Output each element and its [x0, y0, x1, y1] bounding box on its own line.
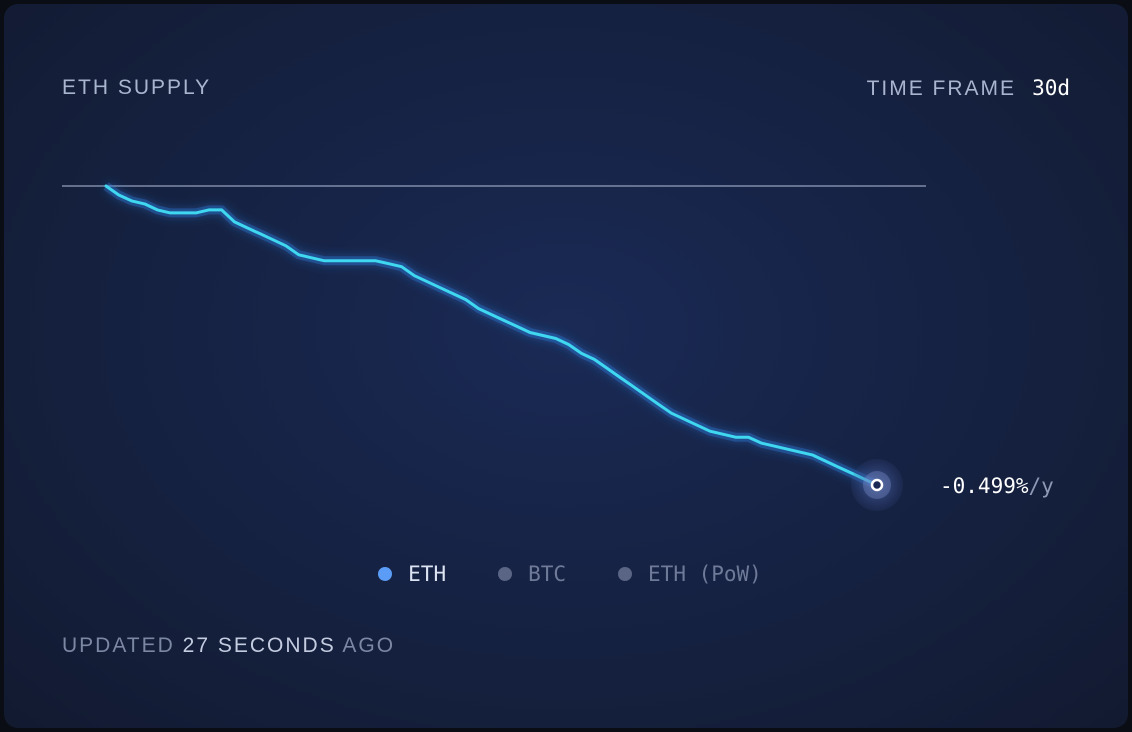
chart-title: ETH SUPPLY: [62, 76, 212, 99]
updated-unit: SECONDS: [217, 634, 336, 657]
eth-supply-line: [104, 184, 879, 487]
legend-dot-eth-pow: [618, 567, 633, 581]
rate-unit: /y: [1028, 474, 1054, 498]
legend-label-eth-pow: ETH (PoW): [648, 562, 762, 586]
time-frame-label: TIME FRAME: [866, 77, 1017, 100]
eth-supply-line-glow: [103, 182, 879, 490]
legend-item-eth-pow[interactable]: ETH (PoW): [618, 562, 762, 586]
updated-suffix: AGO: [342, 634, 396, 657]
updated-status: UPDATED 27 SECONDS AGO: [62, 634, 395, 658]
legend: ETH BTC ETH (PoW): [4, 562, 1128, 586]
time-frame-selector: TIME FRAME 30d: [867, 76, 1070, 101]
legend-dot-eth: [378, 567, 393, 581]
legend-label-btc: BTC: [528, 562, 567, 586]
supply-chart: [62, 182, 926, 511]
updated-prefix: UPDATED: [62, 634, 175, 657]
eth-supply-card: ETH SUPPLY TIME FRAME 30d: [4, 4, 1128, 728]
legend-item-btc[interactable]: BTC: [498, 562, 566, 586]
legend-dot-btc: [498, 567, 513, 581]
rate-value: -0.499%: [940, 474, 1029, 498]
legend-item-eth[interactable]: ETH: [378, 562, 446, 586]
updated-amount: 27: [182, 634, 210, 657]
legend-label-eth: ETH: [408, 562, 447, 586]
time-frame-value[interactable]: 30d: [1032, 76, 1070, 100]
end-marker: [870, 478, 884, 492]
rate-label: -0.499%/y: [940, 474, 1054, 498]
